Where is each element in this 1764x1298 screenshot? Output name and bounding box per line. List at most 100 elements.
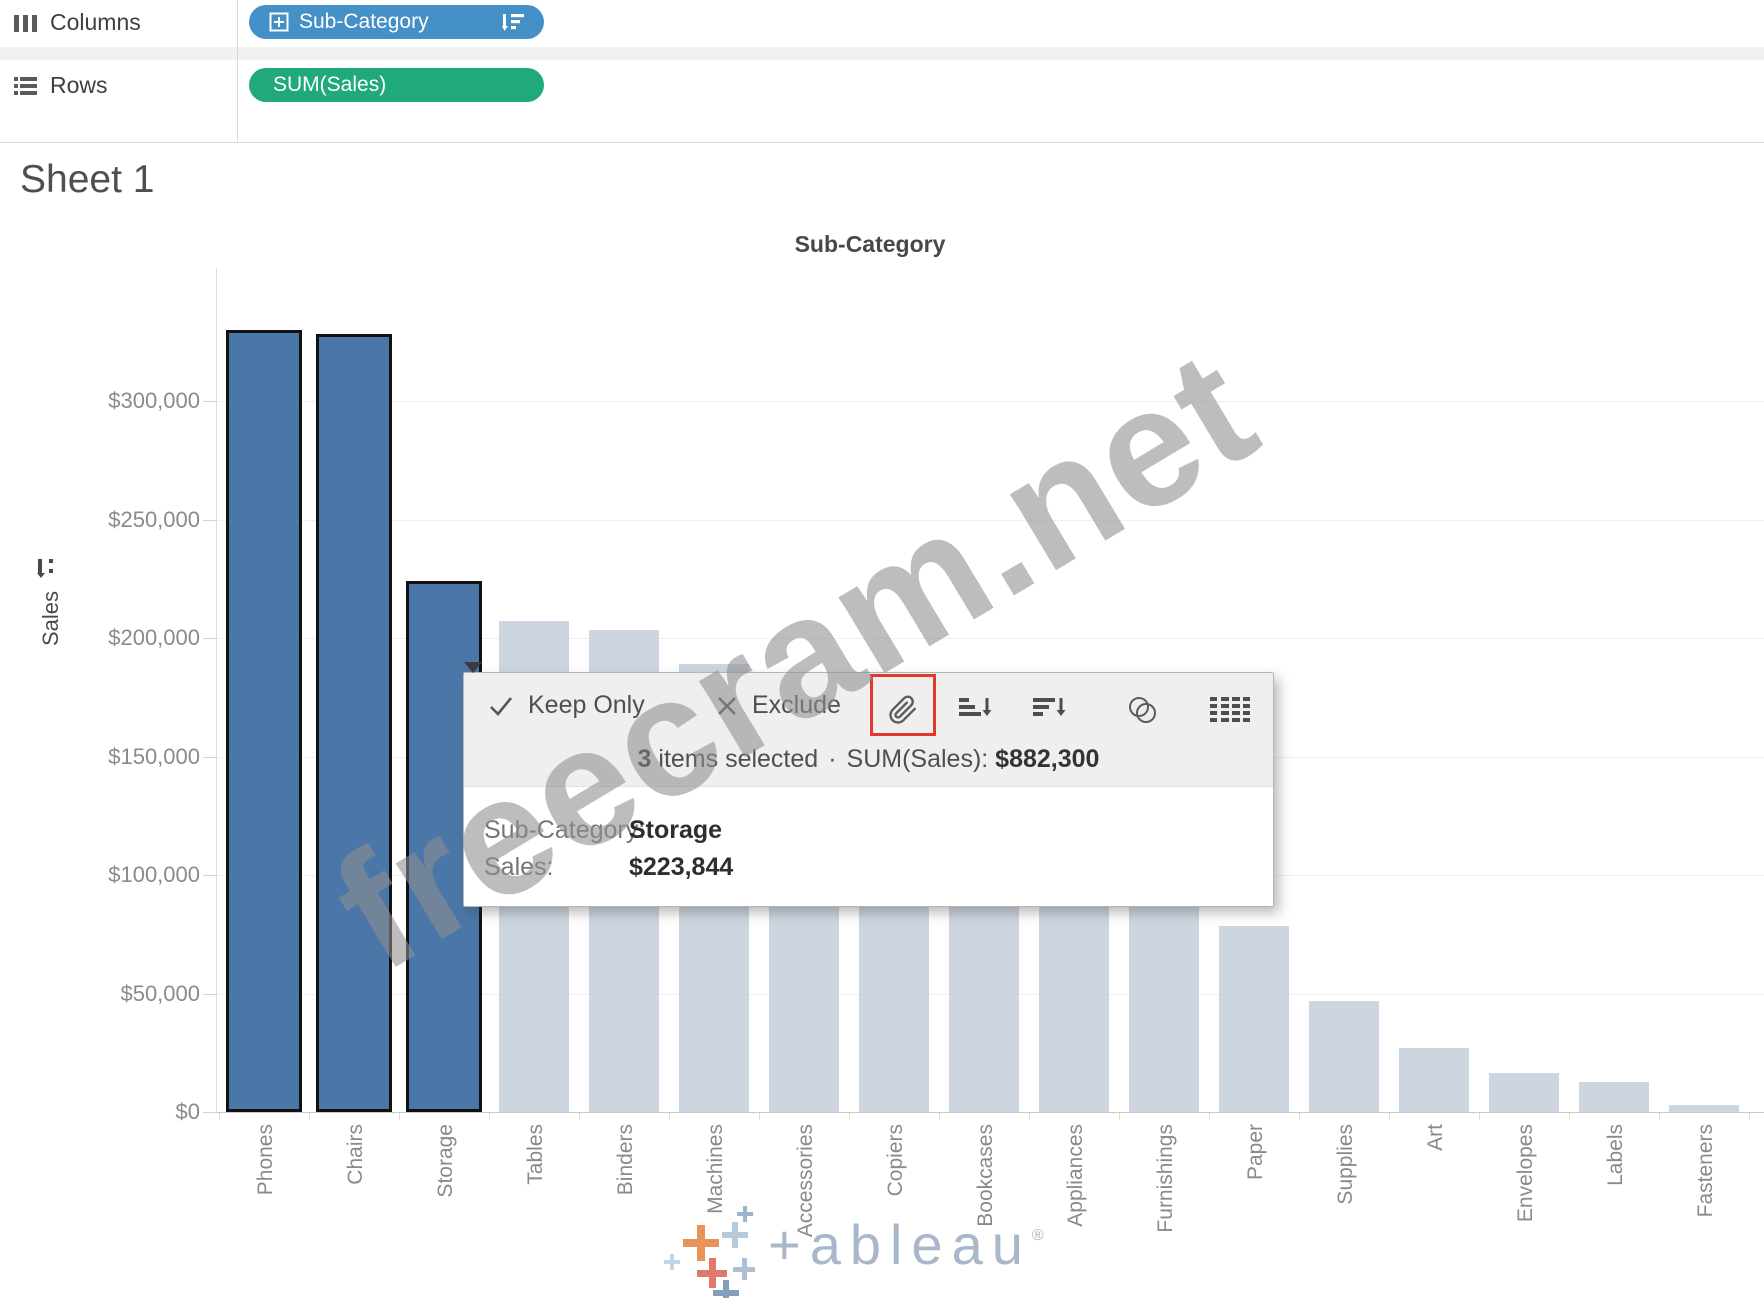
y-tick-mark: [203, 638, 216, 639]
tooltip-detail-row: Sub-Category: Storage: [484, 816, 1244, 845]
x-tick-mark: [1299, 1113, 1300, 1120]
x-label-binders[interactable]: Binders: [614, 1124, 637, 1196]
x-tick-mark: [1659, 1113, 1660, 1120]
x-label-copiers[interactable]: Copiers: [884, 1124, 907, 1197]
x-label-fasteners[interactable]: Fasteners: [1694, 1124, 1717, 1218]
rows-shelf: Rows SUM(Sales): [0, 60, 1764, 143]
y-tick-mark: [203, 401, 216, 402]
x-tick-mark: [489, 1113, 490, 1120]
group-members-icon[interactable]: [1124, 695, 1162, 730]
gridline: [217, 638, 1764, 639]
bar-supplies[interactable]: [1309, 1001, 1379, 1112]
x-label-supplies[interactable]: Supplies: [1334, 1124, 1357, 1205]
y-tick-mark: [203, 519, 216, 521]
y-tick-mark: [203, 1112, 216, 1113]
y-axis-title[interactable]: Sales: [38, 590, 63, 646]
expand-hierarchy-icon[interactable]: [269, 12, 289, 32]
logo-plus-icon: [737, 1206, 753, 1222]
y-tick-label: $150,000: [108, 743, 200, 769]
rows-pill-sum-sales[interactable]: SUM(Sales): [249, 68, 544, 102]
tooltip-command-header: [464, 673, 1273, 787]
bar-art[interactable]: [1399, 1047, 1469, 1112]
bar-phones[interactable]: [226, 329, 302, 1112]
y-tick-mark: [203, 993, 216, 995]
view-data-icon[interactable]: [1210, 695, 1250, 730]
logo-plus-icon: [664, 1254, 680, 1270]
logo-plus-icon: [683, 1225, 719, 1261]
highlight-annotation-box: [870, 674, 936, 736]
bar-furnishings[interactable]: [1129, 894, 1199, 1112]
pill-sort-descending-icon[interactable]: [502, 12, 526, 32]
x-label-chairs[interactable]: Chairs: [344, 1124, 367, 1185]
rows-shelf-icon: [12, 74, 40, 103]
chart-column-header: Sub-Category: [794, 231, 946, 257]
x-tick-mark: [1029, 1113, 1030, 1120]
gridline: [217, 519, 1764, 521]
x-tick-mark: [1749, 1113, 1750, 1120]
shelf-separator-band: [0, 47, 1764, 61]
x-axis-line: [216, 1112, 1764, 1113]
rows-pill-label: SUM(Sales): [273, 73, 387, 96]
logo-plus-icon: [722, 1222, 748, 1248]
logo-plus-icon: [733, 1258, 755, 1280]
selection-tooltip: Keep Only Exclude: [463, 662, 1274, 907]
bar-labels[interactable]: [1579, 1082, 1649, 1112]
gridline: [217, 401, 1764, 402]
y-tick-mark: [203, 756, 216, 758]
y-tick-label: $250,000: [108, 506, 200, 532]
keep-only-button[interactable]: Keep Only: [488, 691, 645, 720]
x-tick-mark: [579, 1113, 580, 1120]
columns-pill-label: Sub-Category: [299, 10, 429, 33]
columns-shelf-icon: [12, 11, 40, 40]
summary-separator: ·: [828, 745, 837, 773]
columns-pill-sub-category[interactable]: Sub-Category: [249, 5, 544, 39]
sort-descending-icon[interactable]: [1032, 695, 1066, 726]
y-tick-label: $300,000: [108, 388, 200, 413]
x-label-storage[interactable]: Storage: [434, 1124, 457, 1198]
detail-value: $223,844: [629, 853, 734, 881]
x-label-appliances[interactable]: Appliances: [1064, 1124, 1087, 1227]
bar-fasteners[interactable]: [1669, 1104, 1739, 1112]
columns-shelf: Columns Sub-Category: [0, 0, 1764, 48]
bar-chairs[interactable]: [316, 333, 392, 1112]
logo-plus-icon: [697, 1258, 727, 1288]
x-label-furnishings[interactable]: Furnishings: [1154, 1124, 1177, 1233]
y-tick-label: $100,000: [108, 862, 200, 887]
exclude-label: Exclude: [752, 691, 841, 719]
y-tick-label: $50,000: [120, 980, 200, 1006]
tooltip-detail-row: Sales: $223,844: [484, 853, 1244, 882]
x-label-paper[interactable]: Paper: [1244, 1124, 1267, 1181]
sort-ascending-icon[interactable]: [958, 695, 992, 726]
x-tick-mark: [759, 1113, 760, 1120]
y-axis-line: [216, 268, 217, 1112]
tableau-wordmark: +ableau®: [768, 1213, 1044, 1276]
summary-measure-value: $882,300: [995, 745, 1100, 773]
x-tick-mark: [939, 1113, 940, 1120]
x-label-envelopes[interactable]: Envelopes: [1514, 1124, 1537, 1223]
x-tick-mark: [399, 1113, 400, 1120]
x-label-phones[interactable]: Phones: [254, 1124, 277, 1196]
x-tick-mark: [219, 1113, 220, 1120]
detail-label: Sub-Category:: [484, 816, 646, 844]
y-tick-label: $200,000: [108, 625, 200, 650]
selection-count-text: items selected: [651, 745, 819, 773]
y-tick-label: $0: [175, 1099, 200, 1124]
y-tick-mark: [203, 875, 216, 876]
detail-label: Sales:: [484, 853, 554, 881]
rows-shelf-label: Rows: [50, 72, 108, 98]
paperclip-icon[interactable]: [888, 695, 918, 730]
bar-paper[interactable]: [1219, 926, 1289, 1112]
bar-envelopes[interactable]: [1489, 1072, 1559, 1112]
x-label-machines[interactable]: Machines: [704, 1124, 727, 1214]
exclude-button[interactable]: Exclude: [716, 691, 841, 720]
x-tick-mark: [1119, 1113, 1120, 1120]
x-label-tables[interactable]: Tables: [524, 1124, 547, 1185]
selection-summary: 3 items selected · SUM(Sales): $882,300: [464, 745, 1273, 774]
x-label-art[interactable]: Art: [1424, 1124, 1447, 1151]
axis-sort-icon[interactable]: [36, 557, 66, 584]
x-tick-mark: [1479, 1113, 1480, 1120]
x-label-labels[interactable]: Labels: [1604, 1124, 1627, 1186]
summary-measure-label: SUM(Sales):: [846, 745, 989, 773]
keep-only-label: Keep Only: [528, 691, 645, 719]
